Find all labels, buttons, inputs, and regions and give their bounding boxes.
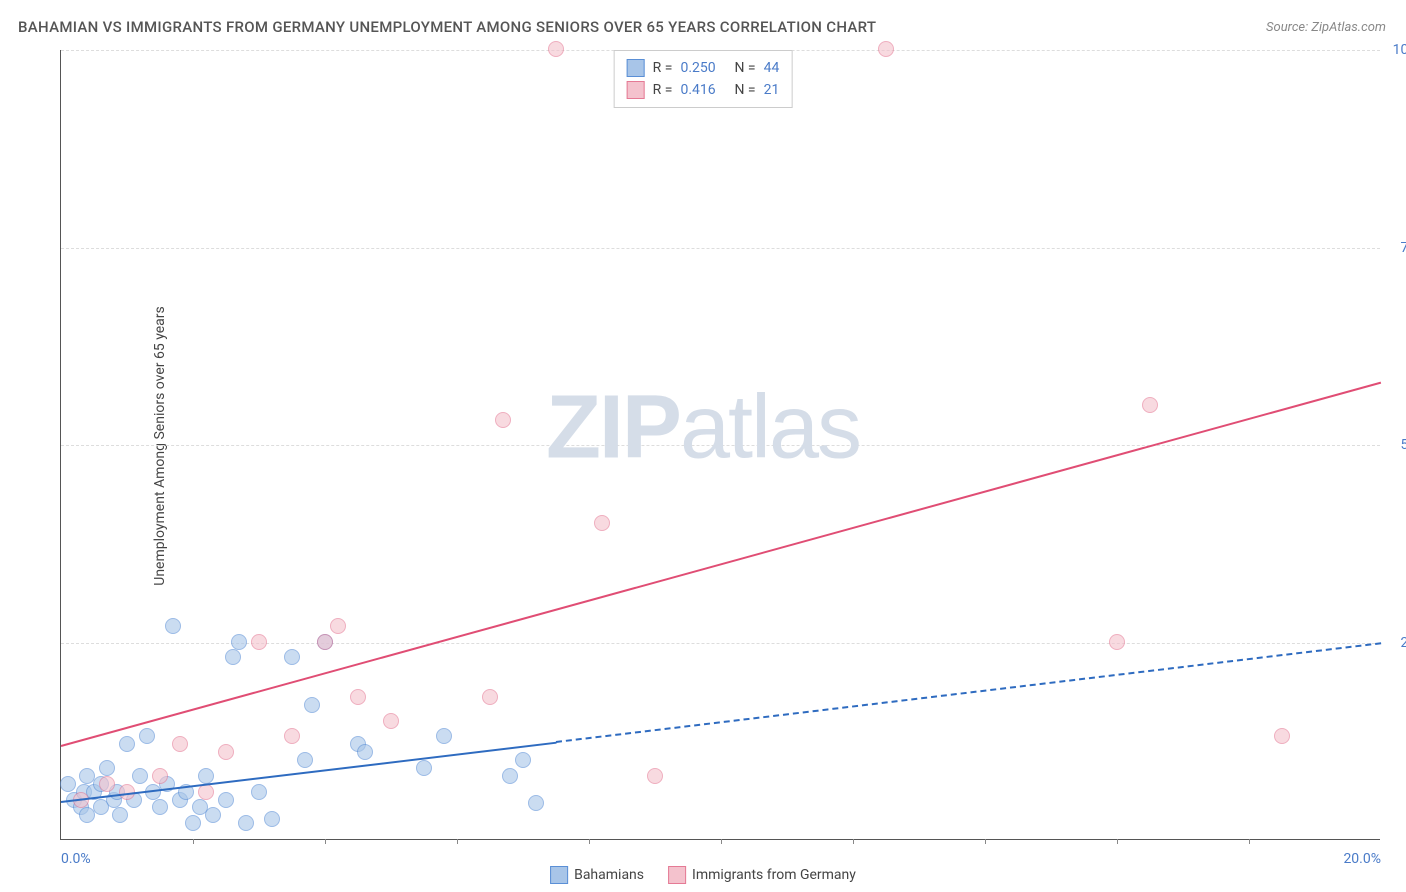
x-tick-label: 20.0% <box>1343 851 1381 867</box>
data-point <box>172 736 188 752</box>
x-minor-tick <box>1249 839 1250 844</box>
x-tick-label: 0.0% <box>61 851 91 867</box>
legend-n-label: N = <box>734 82 755 98</box>
x-minor-tick <box>721 839 722 844</box>
data-point <box>165 618 181 634</box>
data-point <box>218 792 234 808</box>
legend-r-label: R = <box>653 82 673 98</box>
data-point <box>132 768 148 784</box>
trend-line <box>556 643 1381 744</box>
data-point <box>297 752 313 768</box>
x-minor-tick <box>325 839 326 844</box>
x-minor-tick <box>193 839 194 844</box>
gridline-h <box>61 248 1380 249</box>
data-point <box>264 811 280 827</box>
source-attribution: Source: ZipAtlas.com <box>1266 20 1386 35</box>
data-point <box>198 768 214 784</box>
data-point <box>152 799 168 815</box>
plot-area: 25.0%50.0%75.0%100.0%0.0%20.0% <box>60 50 1380 840</box>
legend-series-label: Bahamians <box>574 867 644 883</box>
data-point <box>251 634 267 650</box>
legend-swatch <box>627 81 645 99</box>
legend-swatch <box>668 866 686 884</box>
data-point <box>119 736 135 752</box>
data-point <box>1109 634 1125 650</box>
data-point <box>60 776 76 792</box>
data-point <box>548 41 564 57</box>
data-point <box>205 807 221 823</box>
data-point <box>1142 397 1158 413</box>
data-point <box>112 807 128 823</box>
data-point <box>1274 728 1290 744</box>
legend-swatch <box>627 59 645 77</box>
chart-title: BAHAMIAN VS IMMIGRANTS FROM GERMANY UNEM… <box>18 18 876 36</box>
legend-r-value: 0.250 <box>680 60 726 76</box>
legend-row: R = 0.250 N = 44 <box>627 57 780 79</box>
data-point <box>495 412 511 428</box>
data-point <box>482 689 498 705</box>
legend-series-item: Immigrants from Germany <box>668 866 856 884</box>
data-point <box>350 689 366 705</box>
data-point <box>357 744 373 760</box>
x-minor-tick <box>853 839 854 844</box>
legend-n-value: 21 <box>764 82 780 98</box>
legend-n-value: 44 <box>764 60 780 76</box>
data-point <box>218 744 234 760</box>
x-minor-tick <box>589 839 590 844</box>
trend-line <box>61 382 1382 747</box>
legend-series-item: Bahamians <box>550 866 644 884</box>
x-minor-tick <box>985 839 986 844</box>
y-tick-label: 25.0% <box>1400 635 1406 651</box>
data-point <box>416 760 432 776</box>
x-minor-tick <box>1117 839 1118 844</box>
data-point <box>878 41 894 57</box>
data-point <box>251 784 267 800</box>
legend-series: Bahamians Immigrants from Germany <box>550 866 856 884</box>
y-tick-label: 100.0% <box>1393 42 1406 58</box>
data-point <box>152 768 168 784</box>
legend-series-label: Immigrants from Germany <box>692 867 856 883</box>
data-point <box>383 713 399 729</box>
data-point <box>225 649 241 665</box>
legend-r-value: 0.416 <box>680 82 726 98</box>
legend-n-label: N = <box>734 60 755 76</box>
data-point <box>515 752 531 768</box>
data-point <box>185 815 201 831</box>
gridline-h <box>61 445 1380 446</box>
data-point <box>317 634 333 650</box>
data-point <box>528 795 544 811</box>
data-point <box>330 618 346 634</box>
data-point <box>304 697 320 713</box>
data-point <box>99 776 115 792</box>
data-point <box>284 649 300 665</box>
legend-swatch <box>550 866 568 884</box>
data-point <box>139 728 155 744</box>
data-point <box>647 768 663 784</box>
legend-correlation: R = 0.250 N = 44 R = 0.416 N = 21 <box>614 50 793 108</box>
x-minor-tick <box>457 839 458 844</box>
y-tick-label: 75.0% <box>1400 240 1406 256</box>
data-point <box>231 634 247 650</box>
data-point <box>502 768 518 784</box>
legend-row: R = 0.416 N = 21 <box>627 79 780 101</box>
data-point <box>436 728 452 744</box>
legend-r-label: R = <box>653 60 673 76</box>
data-point <box>594 515 610 531</box>
data-point <box>99 760 115 776</box>
data-point <box>284 728 300 744</box>
y-tick-label: 50.0% <box>1400 437 1406 453</box>
data-point <box>238 815 254 831</box>
